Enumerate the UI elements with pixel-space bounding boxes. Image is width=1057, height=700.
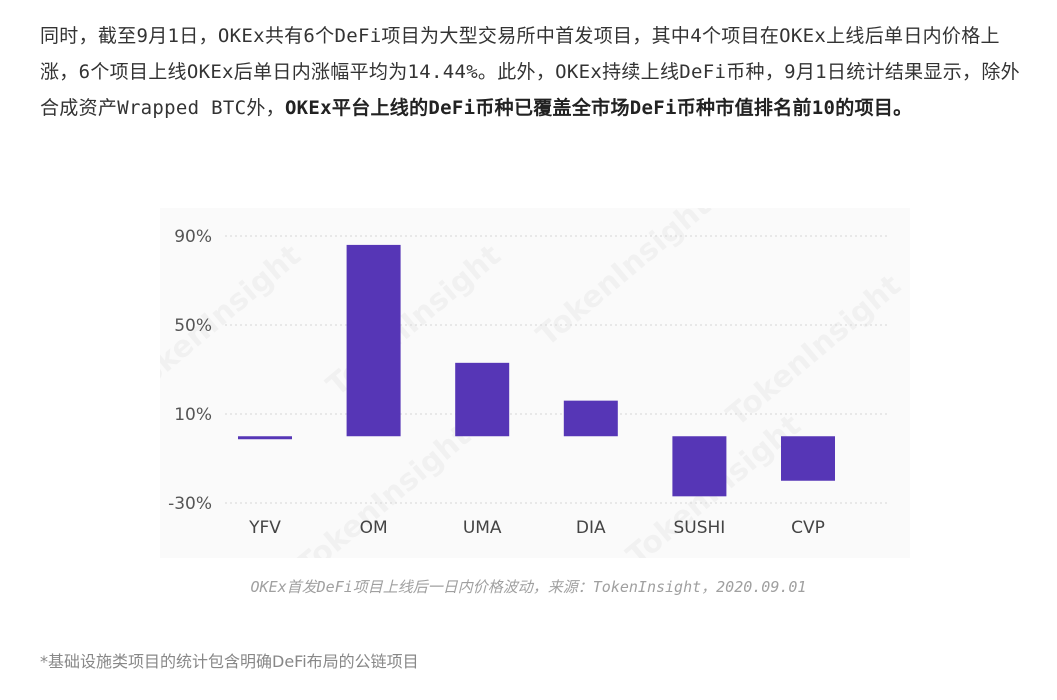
paragraph-bold-text: OKEx平台上线的DeFi币种已覆盖全市场DeFi币种市值排名前10的项目。 (284, 97, 913, 119)
chart-caption: OKEx首发DeFi项目上线后一日内价格波动，来源：TokenInsight，2… (250, 578, 807, 596)
y-tick-label: -30% (168, 494, 212, 514)
x-tick-label: UMA (463, 518, 502, 538)
chart-svg: TokenInsight TokenInsight TokenInsight Toke… (160, 208, 910, 558)
bar-dia (563, 400, 618, 437)
x-tick-label: YFV (248, 518, 281, 538)
bar-yfv (238, 436, 292, 440)
price-change-chart: TokenInsight TokenInsight TokenInsight Toke… (160, 208, 910, 558)
footnote: *基础设施类项目的统计包含明确DeFi布局的公链项目 (40, 652, 419, 671)
bar-om (346, 244, 401, 437)
bar-cvp (781, 436, 835, 481)
y-tick-label: 10% (174, 405, 212, 425)
y-tick-label: 90% (174, 227, 212, 247)
x-tick-label: OM (360, 518, 388, 538)
chart-background (160, 208, 910, 558)
article-paragraph: 同时，截至9月1日，OKEx共有6个DeFi项目为大型交易所中首发项目，其中4个… (40, 18, 1030, 126)
x-tick-label: DIA (576, 518, 606, 538)
x-tick-label: CVP (791, 518, 825, 538)
y-tick-label: 50% (174, 316, 212, 336)
paragraph-text: 同时，截至9月1日，OKEx共有6个DeFi项目为大型交易所中首发项目，其中4个… (40, 25, 1020, 119)
bar-sushi (672, 436, 727, 497)
bar-uma (455, 362, 510, 437)
x-tick-label: SUSHI (673, 518, 725, 538)
